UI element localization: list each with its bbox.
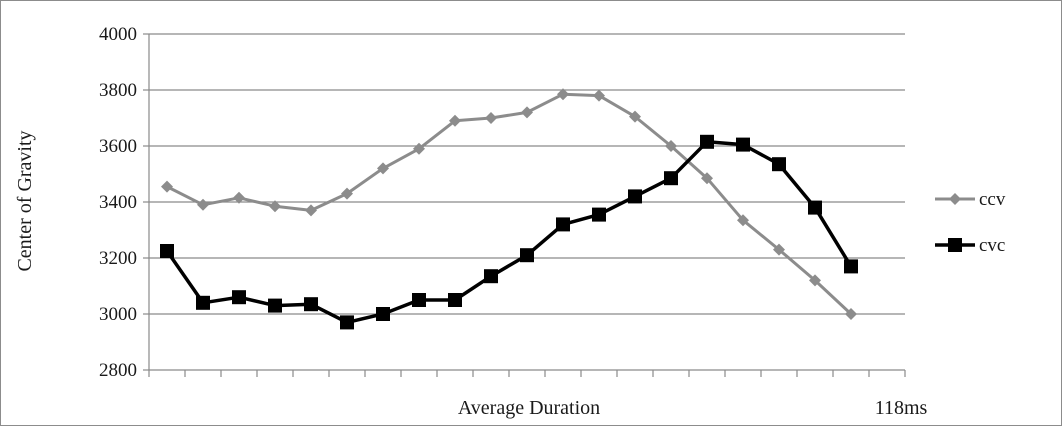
marker-cvc-8 <box>448 293 462 307</box>
series-line-ccv <box>166 92 853 316</box>
y-tick-label-4000: 4000 <box>99 24 137 45</box>
marker-ccv-4 <box>305 204 317 217</box>
marker-cvc-18 <box>808 200 822 215</box>
marker-ccv-10 <box>521 106 533 119</box>
marker-cvc-17 <box>772 157 786 172</box>
marker-ccv-14 <box>665 140 677 152</box>
series-line-cvc <box>165 140 853 325</box>
legend-marker-ccv <box>949 193 961 205</box>
marker-cvc-6 <box>376 307 390 321</box>
y-axis-title: Center of Gravity <box>14 130 36 271</box>
marker-ccv-19 <box>845 308 857 320</box>
marker-ccv-0 <box>161 180 173 193</box>
marker-cvc-5 <box>340 315 354 330</box>
legend-marker-cvc <box>948 238 962 252</box>
marker-cvc-15 <box>700 134 714 149</box>
marker-cvc-10 <box>520 248 534 263</box>
marker-ccv-13 <box>629 110 641 123</box>
y-tick-label-3600: 3600 <box>99 136 137 157</box>
series-ccv <box>161 88 857 320</box>
legend-item-ccv: ccv <box>935 189 1006 210</box>
marker-cvc-19 <box>844 259 858 274</box>
marker-cvc-2 <box>232 290 246 305</box>
marker-cvc-3 <box>268 298 282 313</box>
series-layer <box>160 88 858 330</box>
series-cvc <box>160 134 858 330</box>
marker-ccv-2 <box>233 191 245 204</box>
marker-cvc-11 <box>556 217 570 232</box>
x-axis-title: Average Duration <box>458 397 600 419</box>
marker-ccv-1 <box>197 198 209 211</box>
legend-label-ccv: ccv <box>979 189 1006 210</box>
marker-ccv-12 <box>593 89 605 102</box>
marker-cvc-16 <box>736 137 750 152</box>
marker-ccv-17 <box>773 243 785 256</box>
y-tick-label-3000: 3000 <box>99 304 137 325</box>
marker-cvc-1 <box>196 295 210 310</box>
gridlines <box>149 33 905 315</box>
marker-ccv-6 <box>377 162 389 175</box>
marker-ccv-16 <box>737 214 749 227</box>
marker-cvc-12 <box>592 207 606 222</box>
y-tick-label-3400: 3400 <box>99 192 137 213</box>
y-axis: 2800 3000 3200 3400 3600 3800 4000 <box>99 24 150 381</box>
legend-label-cvc: cvc <box>979 235 1005 256</box>
marker-ccv-18 <box>809 274 821 287</box>
legend: ccv cvc <box>935 189 1006 256</box>
x-axis <box>148 369 906 377</box>
marker-ccv-5 <box>341 187 353 200</box>
marker-cvc-7 <box>412 293 426 307</box>
marker-cvc-4 <box>304 297 318 312</box>
x-axis-end-label: 118ms <box>875 397 928 419</box>
y-tick-label-3800: 3800 <box>99 80 137 101</box>
marker-ccv-8 <box>449 114 461 127</box>
y-tick-label-3200: 3200 <box>99 248 137 269</box>
marker-cvc-14 <box>664 171 678 186</box>
legend-item-cvc: cvc <box>935 235 1005 256</box>
marker-cvc-0 <box>160 244 174 258</box>
y-tick-label-2800: 2800 <box>99 360 137 381</box>
marker-cvc-9 <box>484 269 498 284</box>
marker-ccv-15 <box>701 172 713 185</box>
marker-ccv-3 <box>269 200 281 213</box>
marker-ccv-9 <box>485 112 497 124</box>
marker-cvc-13 <box>628 189 642 204</box>
marker-ccv-7 <box>413 142 425 155</box>
marker-ccv-11 <box>557 88 569 101</box>
